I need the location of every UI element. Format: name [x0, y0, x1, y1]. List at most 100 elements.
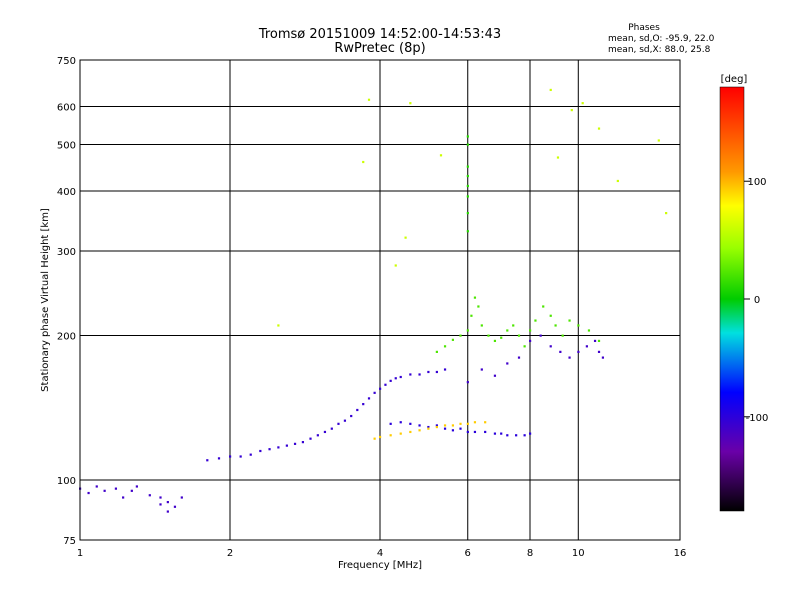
data-point: [493, 432, 497, 435]
data-point: [568, 356, 571, 359]
data-point: [549, 314, 552, 317]
data-point: [487, 334, 490, 337]
data-point: [435, 424, 438, 427]
data-point: [389, 379, 392, 382]
data-point: [459, 422, 462, 425]
data-point: [337, 422, 340, 425]
data-point: [561, 334, 564, 337]
data-point: [585, 345, 588, 348]
data-point: [616, 179, 619, 183]
data-point: [362, 160, 365, 164]
data-point: [466, 174, 469, 178]
data-point: [103, 489, 106, 492]
data-point: [180, 496, 183, 499]
data-point: [435, 425, 438, 429]
data-point: [443, 424, 447, 427]
data-point: [523, 434, 526, 437]
data-point: [362, 403, 365, 406]
data-point: [404, 236, 407, 239]
data-point: [418, 429, 421, 432]
data-point: [597, 350, 601, 353]
data-point: [367, 397, 371, 400]
data-point: [529, 432, 532, 435]
x-tick-label: 2: [227, 548, 233, 559]
data-point: [451, 429, 455, 432]
data-point: [309, 437, 312, 440]
data-point: [493, 374, 497, 377]
data-point: [466, 329, 469, 332]
stats-line-x: mean, sd,X: 88.0, 25.8: [608, 45, 711, 55]
data-point: [568, 319, 571, 322]
colorbar: [719, 86, 745, 512]
data-point: [466, 135, 469, 138]
data-point: [597, 127, 601, 130]
data-point: [316, 434, 319, 437]
data-point: [534, 319, 537, 322]
data-point: [539, 334, 542, 337]
data-point: [506, 329, 509, 332]
data-point: [517, 334, 521, 337]
data-point: [373, 437, 376, 440]
data-point: [473, 421, 477, 424]
plot-frame: [79, 59, 681, 541]
data-point: [549, 345, 552, 348]
data-point: [570, 109, 573, 112]
y-tick-label: 600: [57, 103, 76, 114]
data-point: [473, 296, 477, 299]
data-point: [439, 154, 443, 157]
y-tick-label: 500: [57, 141, 76, 152]
x-axis-label: Frequency [MHz]: [338, 560, 422, 571]
chart-subtitle: RwPretec (8p): [334, 41, 425, 56]
data-point: [459, 334, 462, 337]
data-point: [379, 387, 382, 390]
data-point: [394, 377, 397, 380]
data-point: [301, 441, 305, 444]
data-point: [399, 421, 402, 424]
data-point: [466, 230, 469, 233]
stats-line-o: mean, sd,O: -95.9, 22.0: [608, 34, 715, 44]
y-axis-label: Stationary phase Virtual Height [km]: [40, 208, 51, 392]
data-point: [597, 339, 601, 343]
data-point: [159, 496, 162, 499]
data-point: [657, 139, 660, 142]
data-point: [409, 373, 412, 376]
y-tick-label: 400: [57, 187, 76, 198]
data-point: [466, 195, 469, 198]
data-point: [384, 383, 387, 386]
data-point: [229, 455, 232, 458]
y-tick-label: 100: [57, 476, 76, 487]
data-point: [418, 373, 421, 376]
data-point: [523, 345, 526, 348]
data-point: [259, 449, 262, 453]
data-point: [399, 375, 402, 379]
data-point: [418, 424, 421, 427]
data-point: [577, 324, 580, 327]
data-point: [343, 419, 347, 422]
scatter-points: [79, 88, 668, 513]
data-point: [554, 324, 557, 327]
data-point: [409, 422, 412, 425]
data-point: [379, 435, 382, 439]
x-tick-label: 4: [377, 548, 383, 559]
data-point: [493, 339, 497, 343]
stats-heading: Phases: [628, 23, 660, 33]
data-point: [217, 457, 221, 460]
data-point: [389, 434, 392, 437]
data-point: [277, 324, 280, 327]
data-point: [350, 414, 353, 418]
data-point: [549, 88, 552, 92]
data-point: [323, 430, 327, 434]
data-point: [466, 143, 469, 146]
data-point: [593, 339, 597, 343]
data-point: [148, 494, 151, 497]
colorbar-label: [deg]: [721, 74, 748, 85]
data-point: [587, 329, 591, 332]
data-point: [559, 350, 562, 353]
data-point: [466, 381, 469, 384]
data-point: [466, 430, 469, 434]
data-point: [95, 485, 98, 488]
data-point: [517, 356, 521, 359]
colorbar-tick-label: 0: [754, 295, 760, 306]
data-point: [367, 98, 371, 101]
